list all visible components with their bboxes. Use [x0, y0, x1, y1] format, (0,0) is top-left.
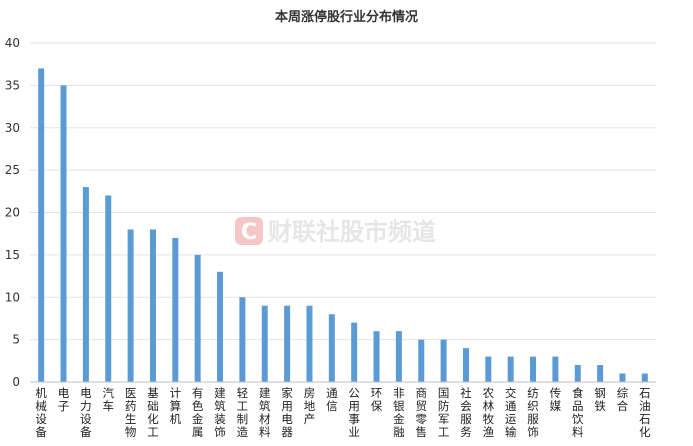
x-tick-label: 通信 [326, 386, 338, 413]
y-tick-label: 15 [5, 248, 20, 262]
bar [351, 322, 358, 382]
bar [574, 365, 581, 382]
x-tick-label: 建筑材料 [259, 386, 271, 439]
x-tick-label: 电子 [58, 386, 70, 413]
x-tick-label: 纺织服饰 [527, 386, 539, 439]
x-tick-label: 环保 [371, 386, 383, 413]
bar [217, 271, 224, 382]
x-tick-label: 轻工制造 [237, 386, 249, 439]
bar [127, 229, 134, 382]
bar [507, 356, 514, 382]
x-tick-label: 计算机 [170, 386, 182, 426]
gridlines [30, 42, 656, 341]
x-tick-label: 机械设备 [35, 386, 47, 439]
x-tick-label: 国防军工 [438, 386, 450, 439]
x-tick-label: 基础化工 [147, 386, 159, 439]
bar [328, 314, 335, 382]
y-tick-label: 5 [12, 333, 20, 347]
x-tick-label: 综合 [617, 386, 629, 413]
bar [38, 68, 45, 383]
x-tick-label: 公用事业 [348, 386, 360, 439]
y-tick-label: 25 [5, 163, 20, 177]
x-tick-label: 汽车 [103, 386, 115, 413]
bar [149, 229, 156, 382]
x-tick-label: 商贸零售 [416, 386, 428, 439]
bar [619, 373, 626, 382]
watermark: C 财联社股市频道 [235, 217, 436, 246]
x-tick-label: 交通运输 [505, 386, 517, 439]
bar [418, 339, 425, 382]
bar [284, 305, 291, 382]
x-tick-label: 电力设备 [80, 386, 92, 439]
x-tick-label: 医药生物 [125, 386, 137, 439]
y-axis: 0 5 10 15 20 25 30 35 40 [5, 36, 20, 389]
bar [60, 85, 67, 382]
watermark-logo-letter: C [241, 220, 257, 245]
x-axis: 机械设备电子电力设备汽车医药生物基础化工计算机有色金属建筑装饰轻工制造建筑材料家… [30, 381, 656, 439]
bar [194, 254, 201, 382]
x-tick-label: 钢铁 [594, 386, 606, 413]
x-tick-label: 传媒 [550, 386, 562, 413]
bar [485, 356, 492, 382]
bar [239, 297, 246, 382]
bar [306, 305, 313, 382]
x-tick-label: 房地产 [304, 386, 316, 426]
y-tick-label: 40 [5, 36, 20, 50]
y-tick-label: 0 [12, 375, 20, 389]
bar [641, 373, 648, 382]
watermark-logo [235, 217, 263, 245]
bar [597, 365, 604, 382]
bar [462, 348, 469, 382]
x-tick-label: 非银金融 [393, 386, 405, 439]
chart-title: 本周涨停股行业分布情况 [275, 9, 418, 25]
x-tick-label: 建筑装饰 [214, 386, 226, 439]
x-tick-label: 有色金属 [192, 386, 204, 439]
x-tick-label: 农林牧渔 [483, 386, 495, 439]
bar [261, 305, 268, 382]
y-tick-label: 30 [5, 121, 20, 135]
bar [82, 187, 89, 382]
bars [38, 68, 648, 383]
bar [105, 195, 112, 382]
x-tick-label: 石油石化 [639, 386, 651, 439]
y-tick-label: 20 [5, 206, 20, 220]
x-tick-label: 家用电器 [281, 386, 293, 439]
bar [172, 237, 179, 382]
bar [440, 339, 447, 382]
y-tick-label: 35 [5, 78, 20, 92]
x-tick-label: 社会服务 [460, 386, 472, 439]
y-tick-label: 10 [5, 290, 20, 304]
bar [530, 356, 537, 382]
bar [552, 356, 559, 382]
bar [373, 331, 380, 382]
watermark-text: 财联社股市频道 [268, 218, 436, 246]
bar [395, 331, 402, 382]
x-tick-label: 食品饮料 [572, 386, 584, 439]
